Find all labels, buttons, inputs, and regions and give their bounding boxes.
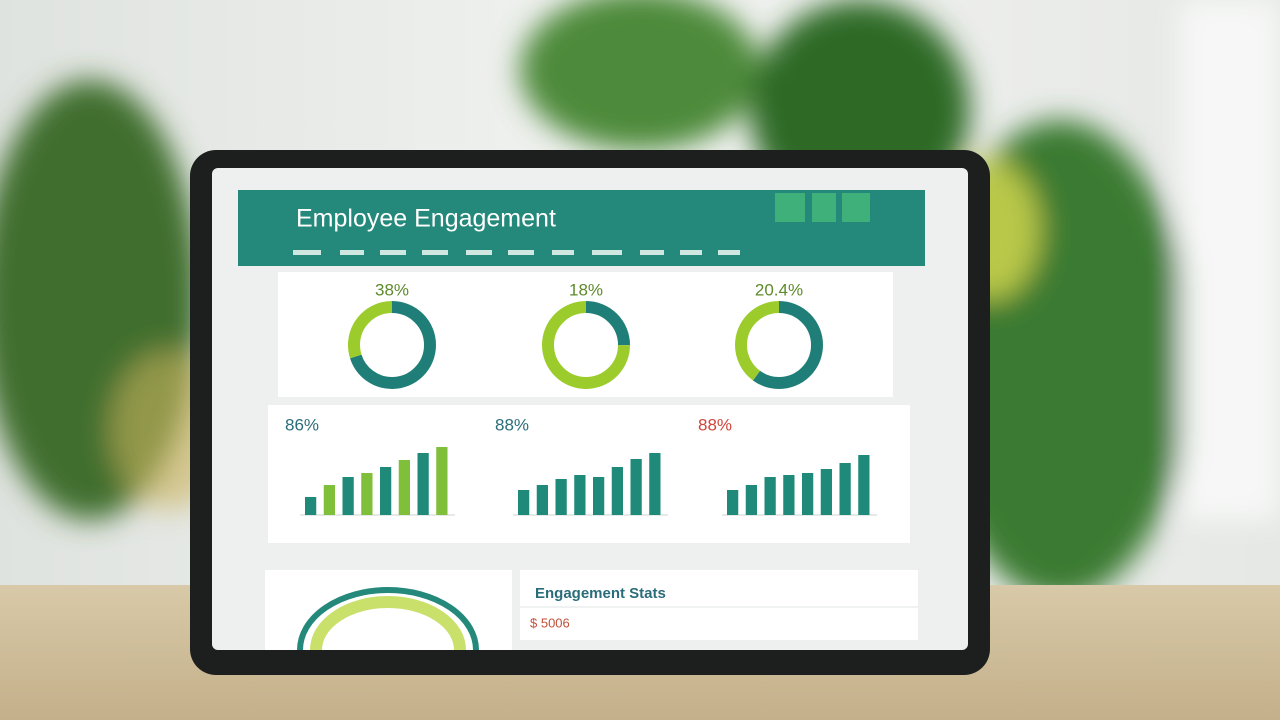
bar bbox=[630, 459, 642, 515]
donut-segment bbox=[542, 301, 630, 389]
bar bbox=[745, 485, 757, 515]
nav-tabs bbox=[293, 250, 740, 255]
header-button[interactable] bbox=[842, 193, 870, 222]
nav-tab[interactable] bbox=[718, 250, 740, 255]
bar bbox=[783, 475, 795, 515]
nav-tab[interactable] bbox=[380, 250, 406, 255]
chart-label: 88% bbox=[698, 415, 732, 434]
bar bbox=[764, 477, 776, 515]
gauge-ring bbox=[310, 596, 466, 651]
bar bbox=[305, 497, 317, 515]
nav-tab[interactable] bbox=[340, 250, 364, 255]
bar bbox=[649, 453, 661, 515]
nav-tab[interactable] bbox=[293, 250, 321, 255]
bar bbox=[611, 467, 623, 515]
bar bbox=[727, 490, 739, 515]
nav-tab[interactable] bbox=[422, 250, 448, 255]
bar bbox=[555, 479, 567, 515]
bar bbox=[436, 447, 448, 515]
bar bbox=[380, 467, 392, 515]
nav-tab[interactable] bbox=[640, 250, 664, 255]
bar bbox=[361, 473, 373, 515]
chart-label: 86% bbox=[285, 415, 319, 434]
nav-tab[interactable] bbox=[680, 250, 702, 255]
nav-tab[interactable] bbox=[552, 250, 574, 255]
bar bbox=[839, 463, 851, 515]
details-value: $ 5006 bbox=[530, 615, 570, 630]
donut-label: 20.4% bbox=[755, 280, 803, 299]
gauge-ring bbox=[297, 587, 479, 651]
donut-segment bbox=[348, 301, 436, 389]
bar bbox=[802, 473, 814, 515]
bar bbox=[593, 477, 605, 515]
bar bbox=[323, 485, 335, 515]
details-title: Engagement Stats bbox=[535, 585, 666, 602]
details-card bbox=[520, 570, 918, 640]
nav-tab[interactable] bbox=[466, 250, 492, 255]
donut-label: 18% bbox=[569, 280, 603, 299]
bar bbox=[820, 469, 832, 515]
bar bbox=[536, 485, 548, 515]
donut-label: 38% bbox=[375, 280, 409, 299]
nav-tab[interactable] bbox=[592, 250, 622, 255]
bar bbox=[417, 453, 429, 515]
bar bbox=[574, 475, 586, 515]
bar bbox=[342, 477, 354, 515]
bar bbox=[858, 455, 870, 515]
bar bbox=[398, 460, 410, 515]
donut-segment bbox=[735, 301, 823, 389]
header-button[interactable] bbox=[812, 193, 836, 222]
header-button[interactable] bbox=[775, 193, 805, 222]
nav-tab[interactable] bbox=[508, 250, 534, 255]
bar bbox=[518, 490, 530, 515]
title: Employee Engagement bbox=[296, 205, 556, 233]
chart-label: 88% bbox=[495, 415, 529, 434]
